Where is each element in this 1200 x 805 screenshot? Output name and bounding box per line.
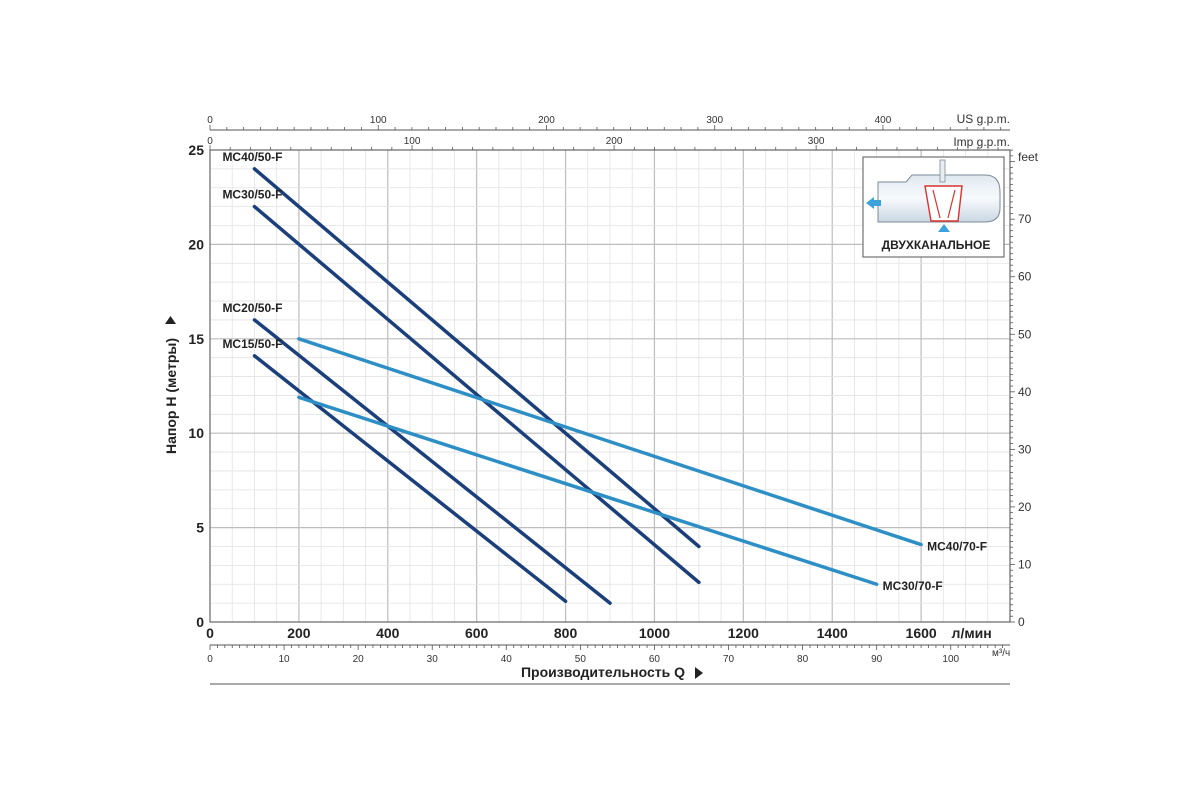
series-label: MC15/50-F: [222, 337, 282, 351]
us-gpm-tick-label: 300: [706, 115, 723, 126]
x-tick-label: 1600: [906, 625, 937, 641]
x-tick-label: 200: [287, 625, 311, 641]
feet-tick-label: 60: [1018, 270, 1032, 284]
imp-gpm-axis-label: Imp g.p.m.: [953, 135, 1010, 149]
imp-gpm-tick-label: 300: [808, 136, 825, 147]
x-axis-title-group: Производительность Q: [521, 664, 703, 680]
y-tick-label: 25: [188, 142, 204, 158]
m3h-tick-label: 80: [797, 654, 809, 665]
y-axis-title-group: Напор H (метры): [163, 316, 179, 454]
series-line: [252, 354, 568, 603]
m3h-unit-label: м³/ч: [992, 648, 1010, 659]
series-label: MC20/50-F: [222, 301, 282, 315]
x-axis-ticks: 0 200 400 600 800 1000 1200 1400 1600: [206, 625, 937, 641]
m3h-tick-label: 20: [353, 654, 365, 665]
us-gpm-tick-label: 400: [875, 115, 892, 126]
feet-tick-label: 20: [1018, 500, 1032, 514]
feet-tick-label: 40: [1018, 385, 1032, 399]
m3h-tick-label: 10: [279, 654, 291, 665]
series-line: [252, 204, 701, 585]
series-line: [252, 167, 701, 549]
series-line: [252, 318, 612, 605]
m3h-tick-label: 0: [207, 654, 213, 665]
y-tick-label: 10: [188, 425, 204, 441]
m3h-tick-label: 50: [575, 654, 587, 665]
us-gpm-tick-label: 200: [538, 115, 555, 126]
m3h-tick-label: 40: [501, 654, 513, 665]
y-tick-label: 15: [188, 331, 204, 347]
m3h-tick-label: 70: [723, 654, 735, 665]
m3h-tick-label: 90: [871, 654, 883, 665]
us-gpm-tick-label: 0: [207, 115, 213, 126]
series-label: MC40/70-F: [927, 540, 987, 554]
series-label: MC40/50-F: [222, 150, 282, 164]
x-axis-title: Производительность Q: [521, 664, 685, 680]
imp-gpm-tick-label: 100: [404, 136, 421, 147]
y-axis-arrow-icon: [165, 316, 176, 324]
y-tick-label: 20: [188, 236, 204, 252]
feet-tick-label: 50: [1018, 327, 1032, 341]
x-tick-label: 1200: [728, 625, 759, 641]
series-label: MC30/70-F: [883, 579, 943, 593]
feet-tick-label: 30: [1018, 442, 1032, 456]
m3h-axis-ticks: 0 10 20 30 40 50 60 70 80 90 100: [207, 644, 1010, 665]
inset-label: ДВУХКАНАЛЬНОЕ: [882, 238, 991, 252]
impeller-inset: ДВУХКАНАЛЬНОЕ: [862, 156, 1005, 258]
series-line: [297, 337, 923, 547]
us-gpm-axis-label: US g.p.m.: [957, 112, 1010, 126]
top-axes: US g.p.m. Imp g.p.m.: [953, 112, 1010, 149]
x-tick-label: 1400: [817, 625, 848, 641]
feet-tick-label: 0: [1018, 615, 1025, 629]
us-gpm-axis-ticks: 0 100 200 300 400: [207, 115, 1010, 131]
series-line: [297, 395, 879, 586]
y-tick-label: 5: [196, 520, 204, 536]
dual-channel-impeller-icon: [866, 159, 1001, 232]
x-tick-label: 0: [206, 625, 214, 641]
feet-tick-label: 70: [1018, 212, 1032, 226]
x-unit-label: л/мин: [952, 625, 992, 641]
x-axis-arrow-icon: [695, 667, 703, 679]
series-layer: MC40/50-F MC30/50-F MC20/50-F MC15/50-F MC40…: [222, 150, 987, 605]
x-tick-label: 600: [465, 625, 489, 641]
us-gpm-tick-label: 100: [370, 115, 387, 126]
imp-gpm-axis-ticks: 0 100 200 300: [207, 136, 999, 150]
y-axis-ticks: 0 5 10 15 20 25: [188, 142, 204, 630]
x-tick-label: 1000: [639, 625, 670, 641]
feet-tick-label: 10: [1018, 557, 1032, 571]
imp-gpm-tick-label: 200: [606, 136, 623, 147]
x-tick-label: 400: [376, 625, 400, 641]
feet-unit-label: feet: [1018, 150, 1039, 164]
imp-gpm-tick-label: 0: [207, 136, 213, 147]
m3h-tick-label: 30: [427, 654, 439, 665]
y-axis-title: Напор H (метры): [163, 338, 179, 454]
y-tick-label: 0: [196, 614, 204, 630]
series-label: MC30/50-F: [222, 188, 282, 202]
x-tick-label: 800: [554, 625, 578, 641]
m3h-tick-label: 100: [942, 654, 959, 665]
m3h-tick-label: 60: [649, 654, 661, 665]
feet-axis-ticks: 0 10 20 30 40 50 60 70: [1010, 149, 1032, 629]
